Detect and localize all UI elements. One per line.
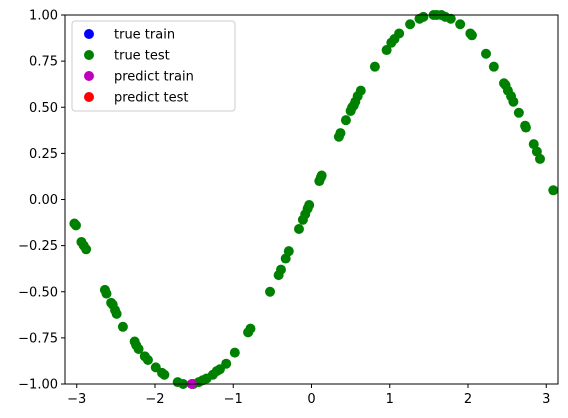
point-true-test-83 bbox=[535, 153, 545, 164]
point-true-test-55 bbox=[369, 61, 380, 72]
point-true-test-84 bbox=[548, 185, 559, 196]
y-tick-label-1: −0.75 bbox=[18, 331, 58, 346]
point-true-test-4 bbox=[81, 244, 92, 255]
point-true-test-59 bbox=[394, 28, 405, 39]
legend-marker-predict-train bbox=[84, 71, 94, 81]
y-tick-label-6: 0.50 bbox=[29, 101, 58, 116]
legend-box bbox=[71, 20, 236, 112]
point-true-test-19 bbox=[159, 369, 170, 380]
x-tick-label-6: 3 bbox=[542, 392, 550, 407]
legend-marker-true-train bbox=[84, 29, 94, 39]
point-true-test-45 bbox=[316, 170, 327, 181]
point-true-test-30 bbox=[229, 347, 240, 358]
point-true-test-71 bbox=[481, 48, 492, 59]
point-true-test-78 bbox=[513, 107, 524, 118]
legend-label-true-test: true test bbox=[114, 49, 170, 64]
point-true-test-56 bbox=[381, 45, 392, 56]
point-true-test-35 bbox=[275, 264, 286, 275]
point-true-test-1 bbox=[70, 220, 81, 231]
x-tick-label-2: −1 bbox=[224, 392, 243, 407]
point-true-test-60 bbox=[405, 19, 416, 30]
point-true-test-70 bbox=[466, 30, 477, 41]
point-true-test-6 bbox=[101, 288, 112, 299]
point-true-test-47 bbox=[335, 128, 346, 139]
legend-marker-predict-test bbox=[84, 92, 94, 102]
point-true-test-72 bbox=[488, 61, 499, 72]
y-axis: −1.00 −0.75 −0.50 −0.25 0.00 0.25 0.50 0.75 1.00 bbox=[18, 9, 65, 393]
legend-label-true-train: true train bbox=[114, 28, 175, 43]
point-true-test-38 bbox=[293, 224, 304, 235]
point-true-test-32 bbox=[245, 323, 256, 334]
x-tick-label-4: 1 bbox=[386, 392, 394, 407]
y-tick-label-2: −0.50 bbox=[18, 285, 58, 300]
x-tick-label-1: −2 bbox=[145, 392, 164, 407]
y-tick-label-7: 0.75 bbox=[29, 55, 58, 70]
point-true-test-10 bbox=[111, 308, 122, 319]
legend-marker-true-test bbox=[84, 50, 94, 60]
point-true-test-80 bbox=[520, 122, 531, 133]
point-true-test-16 bbox=[142, 355, 153, 366]
point-true-test-68 bbox=[455, 19, 466, 30]
y-tick-label-5: 0.25 bbox=[29, 147, 58, 162]
x-tick-label-0: −3 bbox=[67, 392, 86, 407]
point-true-test-67 bbox=[445, 13, 456, 24]
y-tick-label-3: −0.25 bbox=[18, 239, 58, 254]
legend-label-predict-test: predict test bbox=[114, 91, 189, 106]
point-true-test-62 bbox=[418, 11, 429, 22]
legend-label-predict-train: predict train bbox=[114, 70, 194, 85]
point-true-test-48 bbox=[340, 115, 351, 126]
point-true-test-11 bbox=[117, 321, 128, 332]
legend: true train true test predict train predi… bbox=[71, 20, 236, 112]
y-tick-label-0: −1.00 bbox=[18, 378, 58, 393]
y-tick-label-8: 1.00 bbox=[29, 9, 58, 24]
point-true-test-37 bbox=[283, 246, 294, 257]
x-axis: −3 −2 −1 0 1 2 3 bbox=[67, 384, 550, 407]
point-true-test-14 bbox=[133, 343, 144, 354]
point-true-test-54 bbox=[355, 85, 366, 96]
point-true-test-42 bbox=[304, 200, 315, 211]
data-points bbox=[69, 10, 559, 389]
x-tick-label-5: 2 bbox=[464, 392, 472, 407]
y-tick-label-4: 0.00 bbox=[29, 193, 58, 208]
point-true-test-33 bbox=[265, 286, 276, 297]
x-tick-label-3: 0 bbox=[307, 392, 315, 407]
point-true-test-29 bbox=[221, 358, 232, 369]
point-true-test-77 bbox=[508, 96, 519, 107]
